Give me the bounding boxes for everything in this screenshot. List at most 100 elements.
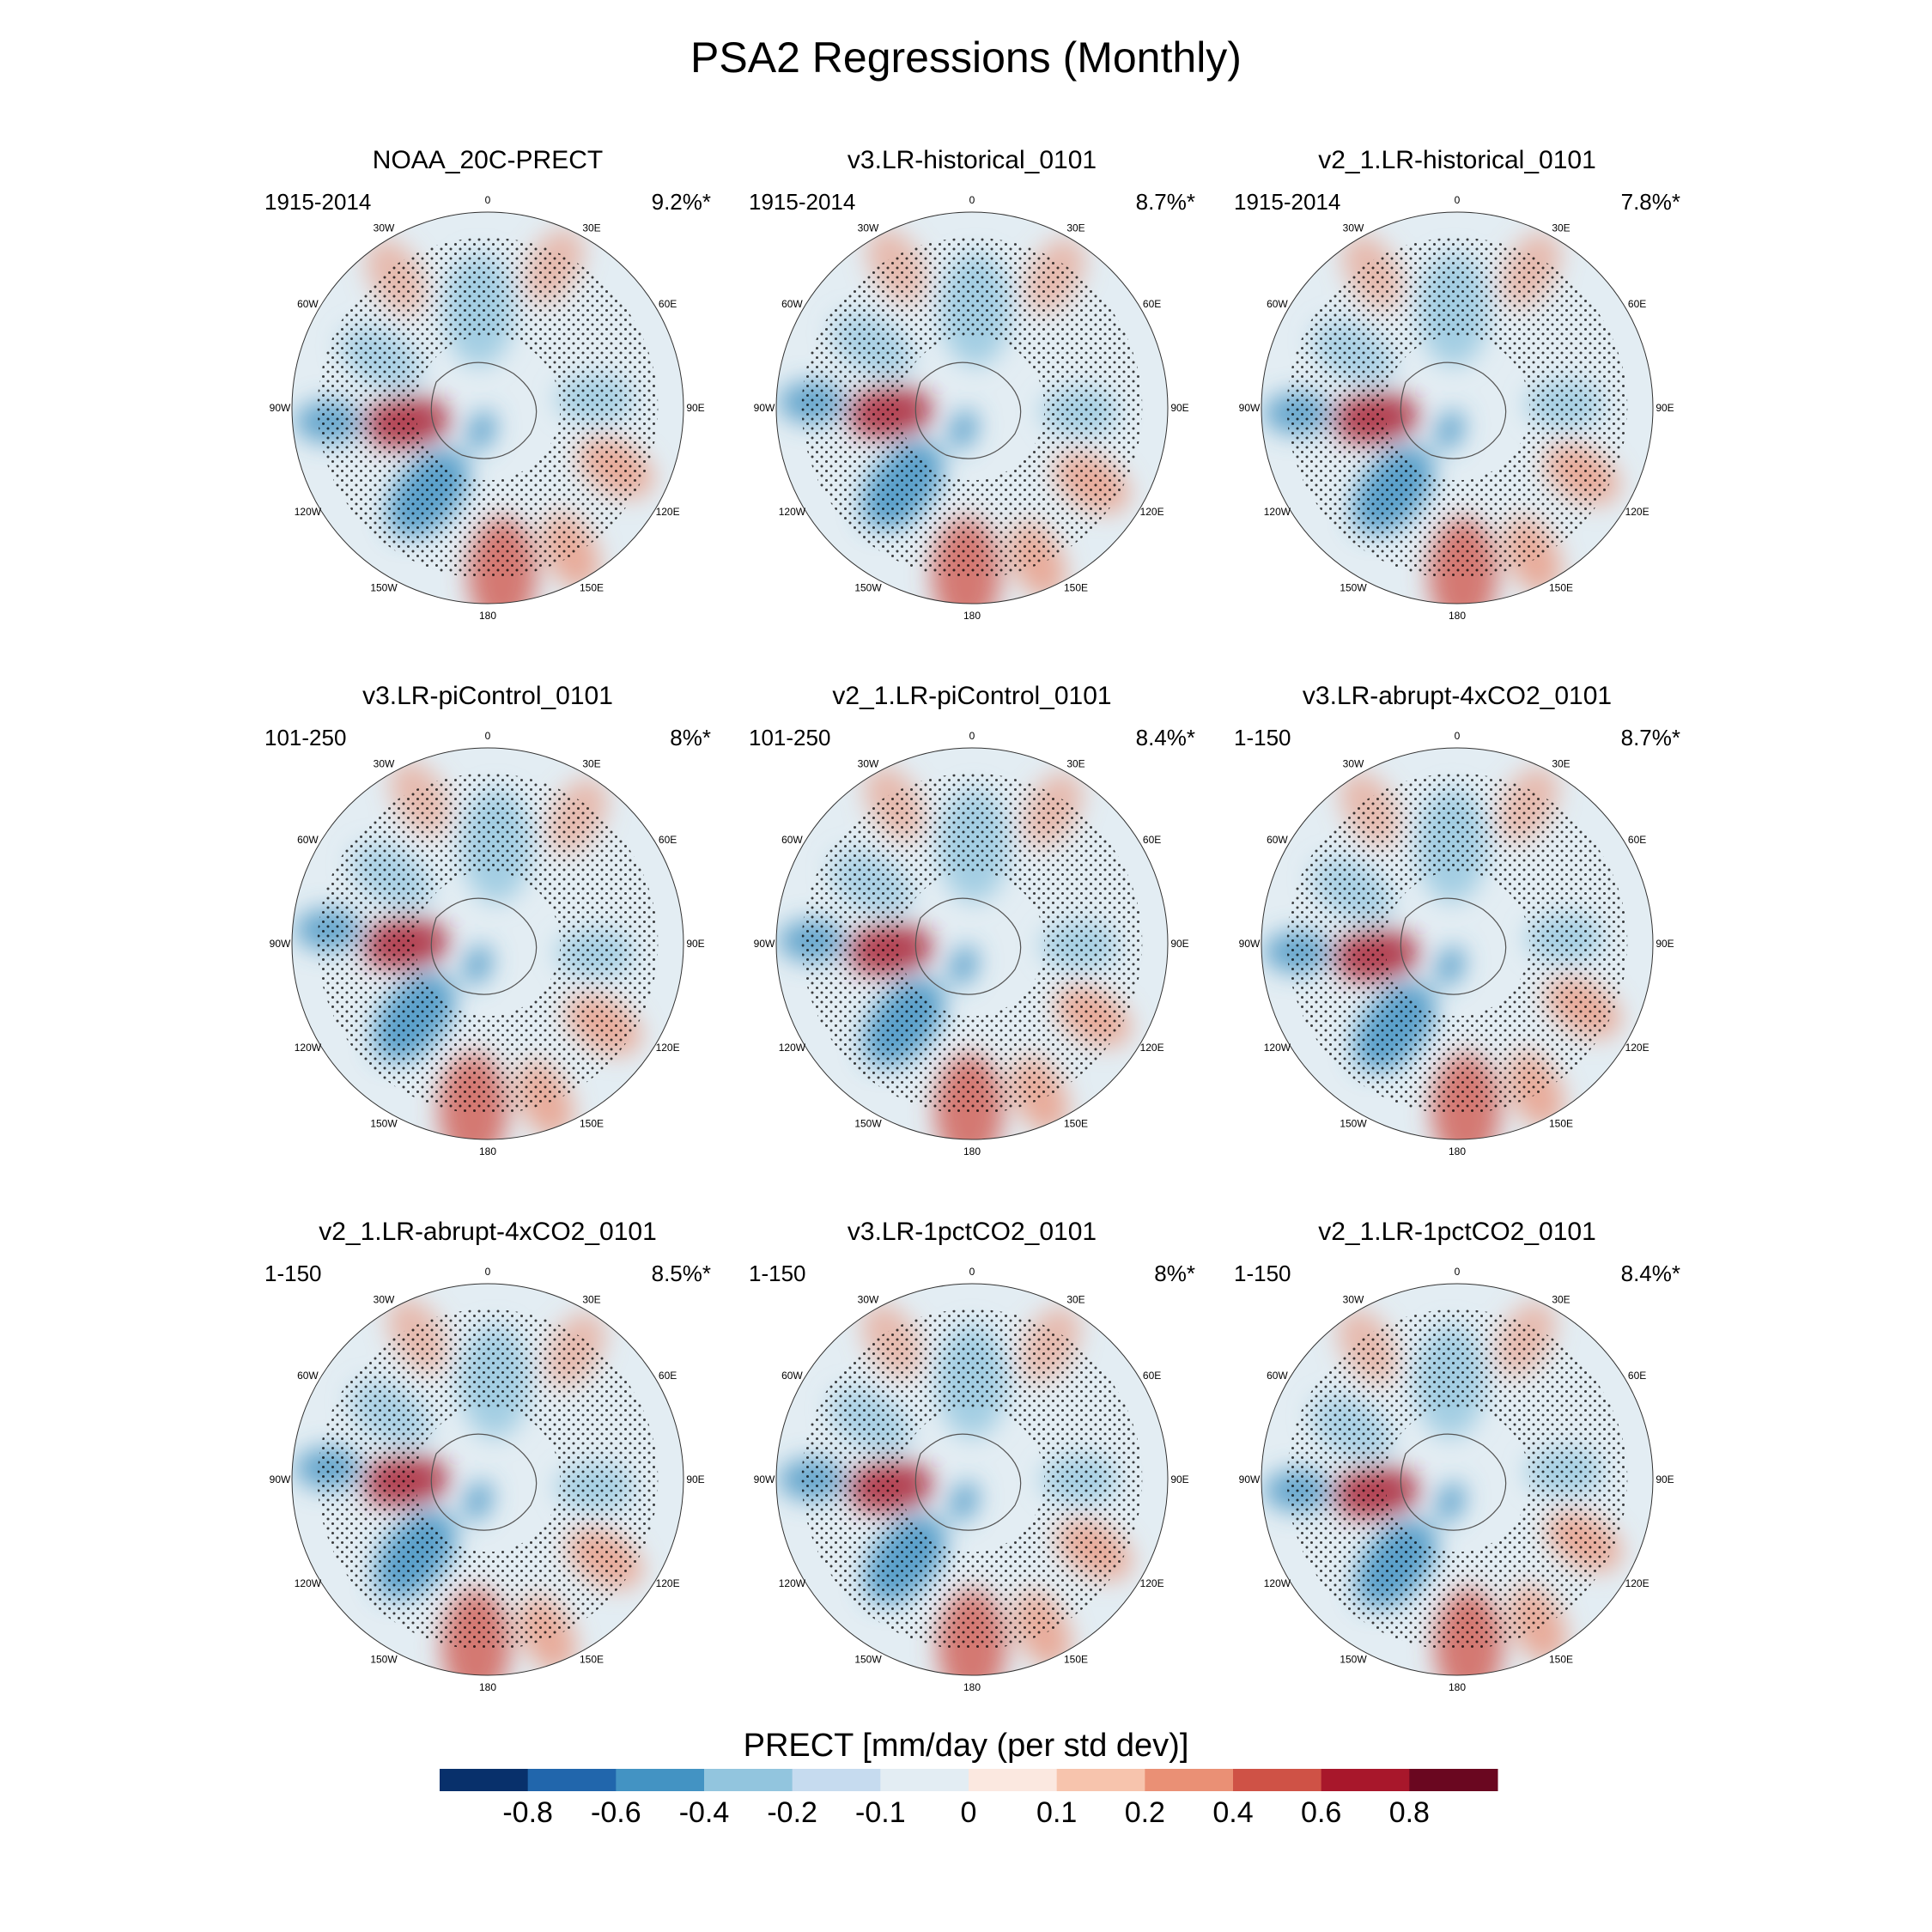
longitude-label: 120W	[1264, 1042, 1291, 1054]
significance-stipple	[317, 773, 659, 1115]
panel-period: 101-250	[749, 725, 831, 750]
colorbar-tick-label: -0.2	[767, 1796, 817, 1829]
longitude-label: 180	[479, 1145, 496, 1157]
map-panel: v3.LR-1pctCO2_0101 1-150 8%* 0 30E 60E 90E 1…	[706, 1218, 1238, 1698]
longitude-label: 150W	[854, 582, 882, 594]
longitude-label: 60W	[297, 298, 319, 310]
colorbar-swatch	[1145, 1769, 1234, 1791]
longitude-label: 30W	[1343, 222, 1364, 234]
longitude-label: 120W	[779, 506, 806, 518]
longitude-label: 0	[1455, 1266, 1461, 1278]
map-panel: v2_1.LR-1pctCO2_0101 1-150 8.4%* 0 30E 60E…	[1191, 1218, 1723, 1698]
longitude-label: 60W	[297, 1370, 319, 1382]
panel-variance-percent: 8.4%*	[1620, 1261, 1680, 1286]
colorbar-swatch	[792, 1769, 881, 1791]
map-panel: v3.LR-abrupt-4xCO2_0101 1-150 8.7%* 0 30E…	[1191, 682, 1723, 1163]
longitude-label: 60E	[1628, 834, 1646, 846]
colorbar-swatch	[1409, 1769, 1498, 1791]
longitude-label: 150E	[1549, 1118, 1573, 1130]
anomaly-region	[950, 945, 978, 986]
longitude-label: 30E	[1552, 222, 1570, 234]
longitude-label: 180	[963, 1681, 981, 1693]
panel-title: v2_1.LR-1pctCO2_0101	[1318, 1218, 1596, 1246]
longitude-label: 150E	[1064, 1654, 1088, 1666]
colorbar-swatch	[1321, 1769, 1410, 1791]
longitude-label: 30E	[1552, 1293, 1570, 1305]
longitude-label: 180	[963, 610, 981, 622]
longitude-label: 120W	[1264, 1577, 1291, 1589]
longitude-label: 0	[969, 1266, 975, 1278]
longitude-label: 120E	[1625, 1042, 1649, 1054]
map-panel: v2_1.LR-historical_0101 1915-2014 7.8%* …	[1191, 146, 1723, 627]
polar-map: 0 30E 60E 90E 120E 150E 180 150W 120W 90W 60W 30W	[1239, 730, 1674, 1157]
panel-title: v3.LR-1pctCO2_0101	[847, 1218, 1097, 1246]
longitude-label: 0	[485, 194, 491, 206]
colorbar-tick-label: 0.6	[1301, 1796, 1341, 1829]
longitude-label: 120W	[295, 506, 322, 518]
polar-map: 0 30E 60E 90E 120E 150E 180 150W 120W 90W 60W 30W	[270, 194, 705, 622]
colorbar-swatch	[704, 1769, 793, 1791]
colorbar-title: PRECT [mm/day (per std dev)]	[743, 1728, 1189, 1764]
significance-stipple	[1286, 237, 1628, 579]
longitude-label: 90E	[686, 402, 704, 414]
anomaly-region	[1437, 946, 1464, 986]
longitude-label: 30E	[1066, 1293, 1084, 1305]
panel-variance-percent: 7.8%*	[1620, 189, 1680, 215]
panel-title: v2_1.LR-piControl_0101	[832, 682, 1112, 710]
panel-title: v3.LR-abrupt-4xCO2_0101	[1302, 682, 1613, 710]
longitude-label: 90W	[754, 938, 775, 950]
longitude-label: 150W	[854, 1654, 882, 1666]
longitude-label: 120W	[295, 1042, 322, 1054]
longitude-label: 60E	[659, 1370, 677, 1382]
panel-variance-percent: 8.5%*	[651, 1261, 711, 1286]
longitude-label: 90W	[1239, 1473, 1261, 1485]
significance-stipple	[1286, 1309, 1628, 1650]
longitude-label: 150E	[1549, 1654, 1573, 1666]
antarctica-outline	[1400, 1433, 1507, 1531]
longitude-label: 30W	[858, 757, 879, 769]
longitude-label: 0	[485, 1266, 491, 1278]
panel-variance-percent: 9.2%*	[651, 189, 711, 215]
antarctica-outline	[914, 1433, 1022, 1531]
map-border	[775, 747, 1169, 1140]
polar-map: 0 30E 60E 90E 120E 150E 180 150W 120W 90W 60W 30W	[754, 730, 1189, 1157]
panel-title: v3.LR-piControl_0101	[362, 682, 613, 710]
longitude-label: 0	[969, 730, 975, 742]
longitude-label: 60E	[1628, 298, 1646, 310]
polar-map: 0 30E 60E 90E 120E 150E 180 150W 120W 90W 60W 30W	[754, 1266, 1189, 1693]
longitude-label: 30W	[1343, 1293, 1364, 1305]
anomaly-region	[467, 410, 495, 451]
longitude-label: 60W	[781, 298, 803, 310]
panel-variance-percent: 8.4%*	[1135, 725, 1195, 750]
longitude-label: 90W	[754, 1473, 775, 1485]
longitude-label: 90W	[1239, 402, 1261, 414]
longitude-label: 60W	[781, 834, 803, 846]
longitude-label: 60E	[1143, 834, 1161, 846]
longitude-label: 60W	[1267, 834, 1288, 846]
longitude-label: 60E	[1628, 1370, 1646, 1382]
longitude-label: 90W	[270, 938, 291, 950]
longitude-label: 120E	[1140, 1042, 1164, 1054]
longitude-label: 150E	[580, 582, 604, 594]
antarctica-outline	[914, 897, 1022, 995]
map-panel: v2_1.LR-abrupt-4xCO2_0101 1-150 8.5%* 0 3…	[222, 1218, 754, 1698]
colorbar-tick-label: 0.8	[1389, 1796, 1430, 1829]
panel-title: v3.LR-historical_0101	[847, 146, 1097, 174]
colorbar-tick-label: -0.1	[855, 1796, 906, 1829]
colorbar-swatch	[969, 1769, 1058, 1791]
panel-period: 1915-2014	[1234, 189, 1341, 215]
anomaly-region	[464, 1481, 492, 1521]
longitude-label: 30W	[858, 1293, 879, 1305]
colorbar-swatch	[880, 1769, 969, 1791]
anomaly-region	[950, 1481, 978, 1522]
panel-variance-percent: 8.7%*	[1135, 189, 1195, 215]
anomaly-region	[949, 410, 977, 450]
longitude-label: 120W	[779, 1042, 806, 1054]
longitude-label: 90E	[1170, 402, 1188, 414]
longitude-label: 30W	[374, 757, 395, 769]
longitude-label: 90E	[1656, 402, 1674, 414]
antarctica-outline	[1400, 897, 1507, 995]
longitude-label: 120E	[656, 1577, 680, 1589]
longitude-label: 120E	[1625, 1577, 1649, 1589]
anomaly-region	[464, 945, 492, 985]
